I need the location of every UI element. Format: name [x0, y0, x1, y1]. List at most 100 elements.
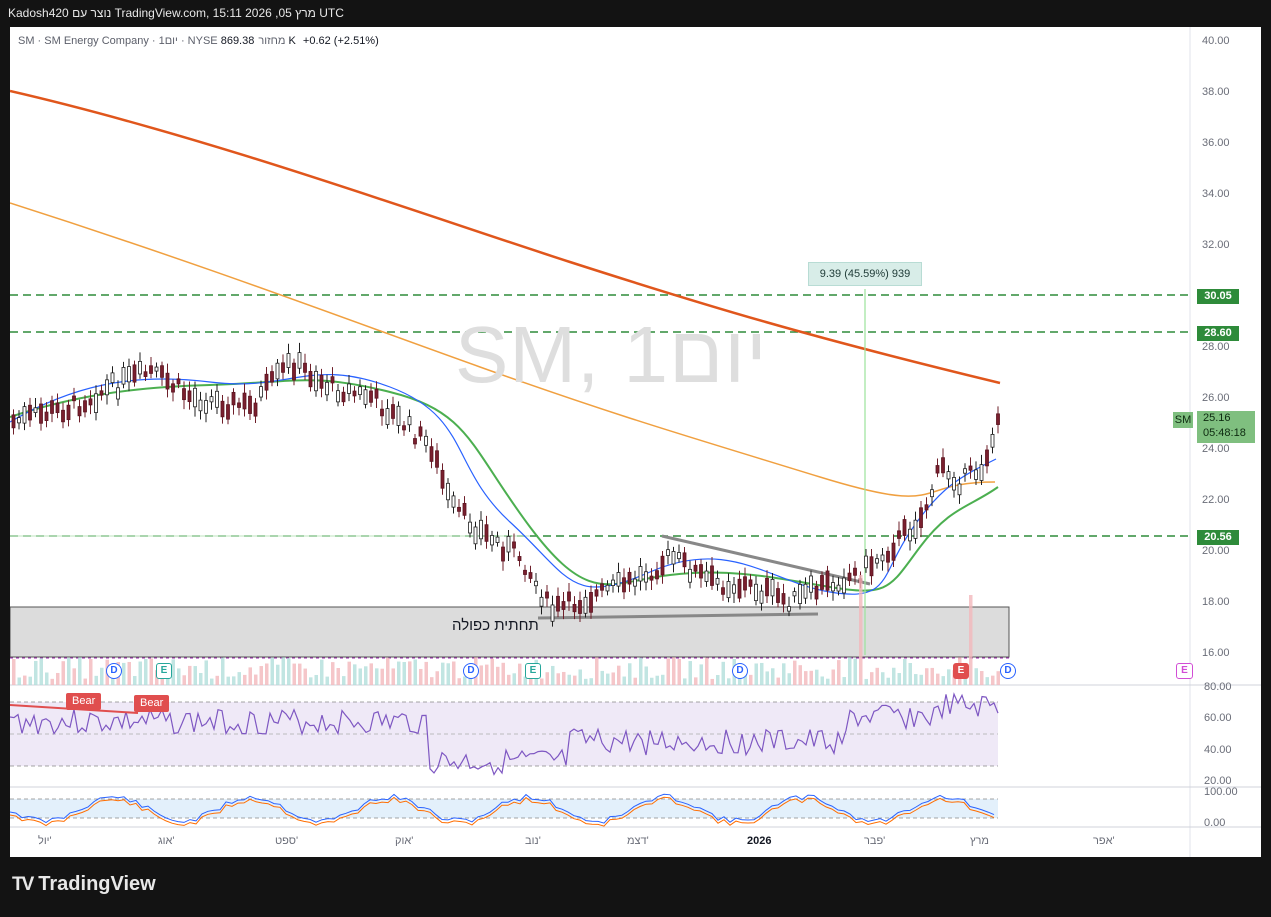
- price-candle: [435, 450, 439, 468]
- price-candle: [836, 584, 841, 592]
- price-candle: [319, 374, 324, 389]
- volume-bar: [199, 673, 203, 685]
- price-candle: [138, 360, 142, 375]
- volume-bar: [452, 661, 456, 685]
- price-candle: [869, 556, 874, 577]
- volume-bar: [507, 674, 511, 685]
- price-candle: [182, 388, 186, 401]
- dividend-event-icon[interactable]: D: [1000, 663, 1016, 679]
- price-candle: [743, 576, 747, 591]
- price-candle: [484, 524, 489, 542]
- chart-canvas[interactable]: [10, 27, 1261, 857]
- top-bar-text: Kadosh420 נוצר עם TradingView.com, 15:11…: [8, 6, 344, 20]
- price-candle: [341, 391, 346, 403]
- time-axis-label: מרץ: [970, 835, 989, 847]
- dividend-event-icon[interactable]: D: [463, 663, 479, 679]
- volume-bar: [391, 668, 395, 685]
- ma-100-line: [10, 202, 996, 497]
- price-candle: [550, 604, 555, 622]
- dividend-event-icon[interactable]: D: [106, 663, 122, 679]
- price-candle: [468, 521, 472, 534]
- price-candle: [924, 504, 929, 511]
- price-candle: [611, 579, 615, 587]
- price-candle: [215, 390, 219, 408]
- price-candle: [358, 386, 362, 396]
- volume-bar: [435, 671, 439, 685]
- price-candle: [660, 555, 665, 576]
- volume-bar: [688, 661, 692, 685]
- price-candle: [28, 404, 32, 421]
- volume-bar: [848, 657, 852, 685]
- last-price-symbol-tag: SM: [1173, 412, 1193, 428]
- volume-bar: [386, 657, 390, 685]
- volume-bar: [941, 676, 945, 685]
- price-candle: [154, 366, 159, 372]
- price-candle: [369, 390, 373, 403]
- level-tag-30-05[interactable]: 30.05: [1197, 289, 1239, 304]
- price-candle: [99, 390, 104, 396]
- volume-bar: [727, 678, 731, 685]
- price-candle: [479, 519, 483, 540]
- price-candle: [44, 411, 49, 421]
- volume-bar: [254, 674, 258, 685]
- volume-bar: [870, 672, 874, 685]
- level-tag-28-60[interactable]: 28.60: [1197, 326, 1239, 341]
- price-candle: [908, 528, 912, 542]
- legend-volume-label: מחזור: [258, 35, 286, 47]
- volume-bar: [413, 659, 417, 685]
- earnings-event-icon[interactable]: E: [156, 663, 172, 679]
- volume-bar: [204, 660, 208, 685]
- volume-bar: [584, 678, 588, 685]
- volume-bar: [226, 676, 230, 685]
- time-axis-label: אוג': [158, 835, 175, 847]
- volume-bar: [94, 675, 98, 685]
- ma-200-line: [10, 89, 1001, 385]
- price-candle: [853, 567, 857, 576]
- volume-bar: [837, 660, 841, 685]
- time-axis-label: דצמ': [627, 835, 649, 847]
- price-candle: [627, 571, 632, 585]
- price-candle: [407, 416, 412, 426]
- price-candle: [198, 399, 203, 412]
- price-candle: [347, 383, 351, 394]
- price-candle: [737, 578, 742, 599]
- volume-bar: [265, 663, 269, 685]
- chart-frame[interactable]: SM · SM Energy Company · 1יום · NYSE מחז…: [10, 27, 1261, 857]
- time-axis-label: 2026: [747, 835, 772, 847]
- volume-bar: [358, 668, 362, 685]
- volume-bar: [947, 669, 951, 685]
- price-candle: [886, 550, 890, 563]
- earnings-event-icon[interactable]: E: [953, 663, 969, 679]
- price-candle: [666, 549, 670, 556]
- price-candle: [957, 483, 962, 496]
- volume-bar: [463, 676, 467, 685]
- price-candle: [561, 601, 566, 610]
- dividend-event-icon[interactable]: D: [732, 663, 748, 679]
- price-candle: [545, 591, 549, 599]
- price-candle: [50, 400, 54, 414]
- price-axis-label: 20.00: [1202, 545, 1230, 557]
- price-candle: [831, 582, 835, 592]
- double-bottom-annotation[interactable]: תחתית כפולה: [452, 617, 539, 634]
- volume-bar: [292, 663, 296, 685]
- volume-bar: [45, 672, 49, 685]
- level-tag-20-56[interactable]: 20.56: [1197, 530, 1239, 545]
- price-range-measure-label[interactable]: 9.39 (45.59%) 939: [808, 262, 922, 286]
- time-axis-label: אוק': [395, 835, 414, 847]
- volume-bar: [903, 659, 907, 685]
- price-candle: [440, 469, 445, 489]
- price-candle: [671, 551, 676, 565]
- price-candle: [633, 578, 637, 587]
- price-candle: [897, 530, 901, 539]
- volume-bar: [556, 673, 560, 685]
- price-candle: [556, 595, 560, 612]
- volume-bar: [501, 662, 505, 685]
- earnings-event-icon[interactable]: E: [525, 663, 541, 679]
- tradingview-logo[interactable]: TV TradingView: [12, 873, 156, 896]
- volume-bar: [820, 676, 824, 685]
- legend-change: +0.62 (+2.51%): [302, 35, 379, 47]
- upcoming-earnings-icon[interactable]: E: [1176, 663, 1193, 679]
- volume-bar: [782, 663, 786, 685]
- volume-bar: [831, 669, 835, 685]
- volume-bar: [804, 671, 808, 685]
